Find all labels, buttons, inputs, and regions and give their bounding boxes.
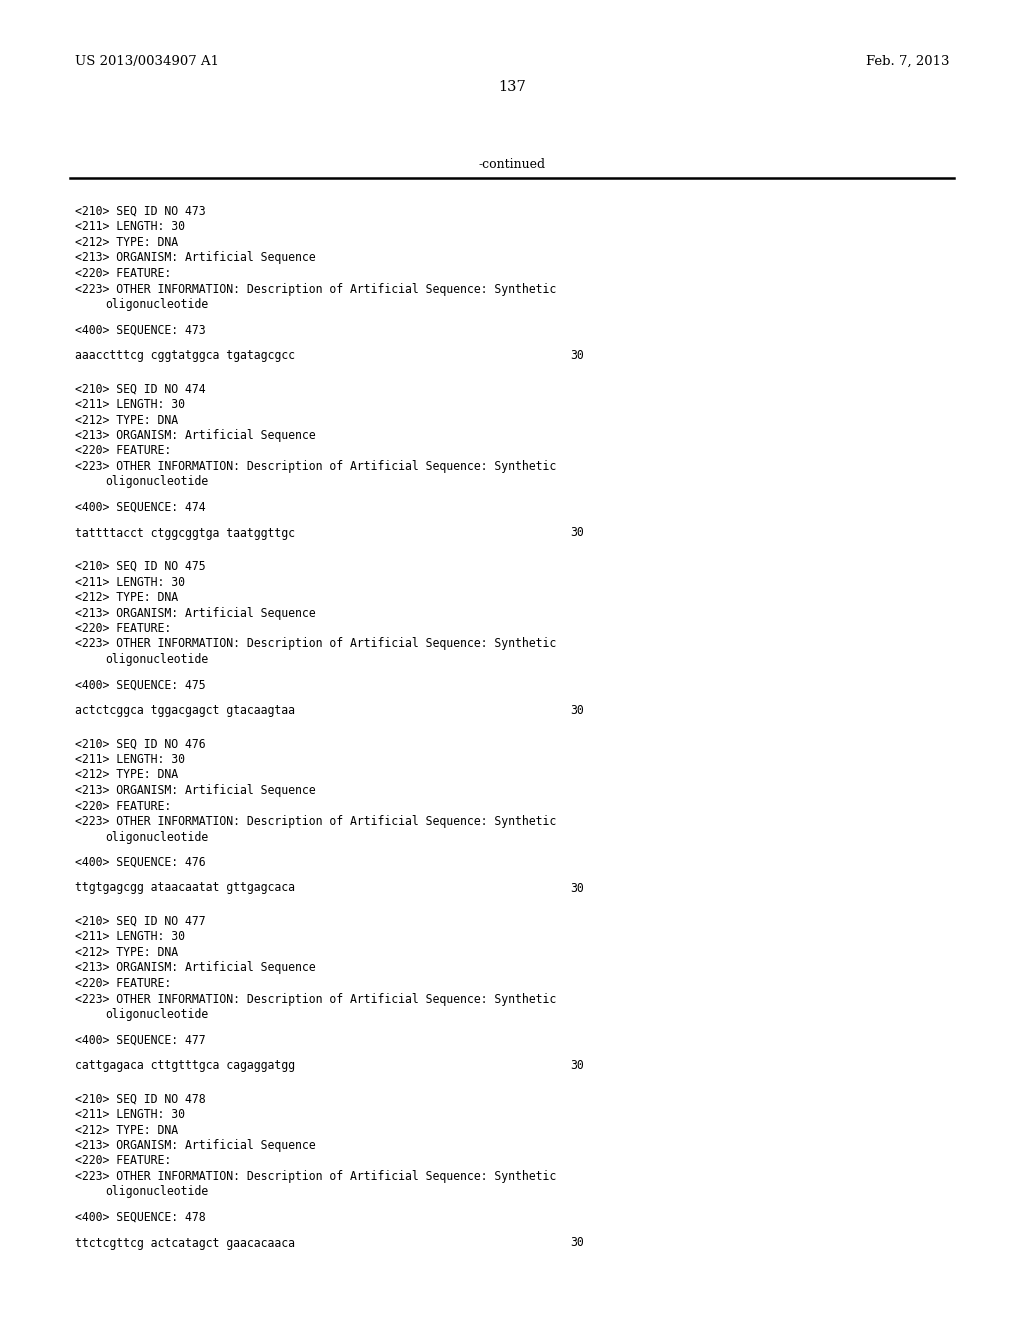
Text: tattttacct ctggcggtga taatggttgc: tattttacct ctggcggtga taatggttgc	[75, 527, 295, 540]
Text: <223> OTHER INFORMATION: Description of Artificial Sequence: Synthetic: <223> OTHER INFORMATION: Description of …	[75, 1170, 556, 1183]
Text: Feb. 7, 2013: Feb. 7, 2013	[865, 55, 949, 69]
Text: oligonucleotide: oligonucleotide	[105, 1185, 208, 1199]
Text: <223> OTHER INFORMATION: Description of Artificial Sequence: Synthetic: <223> OTHER INFORMATION: Description of …	[75, 459, 556, 473]
Text: <211> LENGTH: 30: <211> LENGTH: 30	[75, 220, 185, 234]
Text: <223> OTHER INFORMATION: Description of Artificial Sequence: Synthetic: <223> OTHER INFORMATION: Description of …	[75, 638, 556, 651]
Text: <210> SEQ ID NO 478: <210> SEQ ID NO 478	[75, 1093, 206, 1106]
Text: 30: 30	[570, 882, 584, 895]
Text: ttctcgttcg actcatagct gaacacaaca: ttctcgttcg actcatagct gaacacaaca	[75, 1237, 295, 1250]
Text: <213> ORGANISM: Artificial Sequence: <213> ORGANISM: Artificial Sequence	[75, 961, 315, 974]
Text: <211> LENGTH: 30: <211> LENGTH: 30	[75, 399, 185, 411]
Text: ttgtgagcgg ataacaatat gttgagcaca: ttgtgagcgg ataacaatat gttgagcaca	[75, 882, 295, 895]
Text: <220> FEATURE:: <220> FEATURE:	[75, 445, 171, 458]
Text: cattgagaca cttgtttgca cagaggatgg: cattgagaca cttgtttgca cagaggatgg	[75, 1059, 295, 1072]
Text: 30: 30	[570, 348, 584, 362]
Text: <400> SEQUENCE: 478: <400> SEQUENCE: 478	[75, 1210, 206, 1224]
Text: <223> OTHER INFORMATION: Description of Artificial Sequence: Synthetic: <223> OTHER INFORMATION: Description of …	[75, 814, 556, 828]
Text: <213> ORGANISM: Artificial Sequence: <213> ORGANISM: Artificial Sequence	[75, 429, 315, 442]
Text: <210> SEQ ID NO 477: <210> SEQ ID NO 477	[75, 915, 206, 928]
Text: <210> SEQ ID NO 476: <210> SEQ ID NO 476	[75, 738, 206, 751]
Text: <212> TYPE: DNA: <212> TYPE: DNA	[75, 946, 178, 960]
Text: -continued: -continued	[478, 158, 546, 172]
Text: oligonucleotide: oligonucleotide	[105, 1008, 208, 1020]
Text: <210> SEQ ID NO 474: <210> SEQ ID NO 474	[75, 383, 206, 396]
Text: <223> OTHER INFORMATION: Description of Artificial Sequence: Synthetic: <223> OTHER INFORMATION: Description of …	[75, 993, 556, 1006]
Text: <223> OTHER INFORMATION: Description of Artificial Sequence: Synthetic: <223> OTHER INFORMATION: Description of …	[75, 282, 556, 296]
Text: US 2013/0034907 A1: US 2013/0034907 A1	[75, 55, 219, 69]
Text: <400> SEQUENCE: 476: <400> SEQUENCE: 476	[75, 855, 206, 869]
Text: 137: 137	[498, 81, 526, 94]
Text: <213> ORGANISM: Artificial Sequence: <213> ORGANISM: Artificial Sequence	[75, 784, 315, 797]
Text: <211> LENGTH: 30: <211> LENGTH: 30	[75, 931, 185, 944]
Text: <400> SEQUENCE: 474: <400> SEQUENCE: 474	[75, 502, 206, 513]
Text: <210> SEQ ID NO 473: <210> SEQ ID NO 473	[75, 205, 206, 218]
Text: <220> FEATURE:: <220> FEATURE:	[75, 1155, 171, 1167]
Text: <213> ORGANISM: Artificial Sequence: <213> ORGANISM: Artificial Sequence	[75, 252, 315, 264]
Text: <400> SEQUENCE: 477: <400> SEQUENCE: 477	[75, 1034, 206, 1047]
Text: <212> TYPE: DNA: <212> TYPE: DNA	[75, 591, 178, 605]
Text: <212> TYPE: DNA: <212> TYPE: DNA	[75, 768, 178, 781]
Text: <212> TYPE: DNA: <212> TYPE: DNA	[75, 236, 178, 249]
Text: <220> FEATURE:: <220> FEATURE:	[75, 267, 171, 280]
Text: oligonucleotide: oligonucleotide	[105, 475, 208, 488]
Text: <212> TYPE: DNA: <212> TYPE: DNA	[75, 413, 178, 426]
Text: <211> LENGTH: 30: <211> LENGTH: 30	[75, 1107, 185, 1121]
Text: oligonucleotide: oligonucleotide	[105, 653, 208, 667]
Text: <220> FEATURE:: <220> FEATURE:	[75, 622, 171, 635]
Text: 30: 30	[570, 527, 584, 540]
Text: <212> TYPE: DNA: <212> TYPE: DNA	[75, 1123, 178, 1137]
Text: <211> LENGTH: 30: <211> LENGTH: 30	[75, 576, 185, 589]
Text: oligonucleotide: oligonucleotide	[105, 830, 208, 843]
Text: <400> SEQUENCE: 473: <400> SEQUENCE: 473	[75, 323, 206, 337]
Text: <211> LENGTH: 30: <211> LENGTH: 30	[75, 752, 185, 766]
Text: <213> ORGANISM: Artificial Sequence: <213> ORGANISM: Artificial Sequence	[75, 1139, 315, 1152]
Text: 30: 30	[570, 1059, 584, 1072]
Text: <210> SEQ ID NO 475: <210> SEQ ID NO 475	[75, 560, 206, 573]
Text: 30: 30	[570, 1237, 584, 1250]
Text: <220> FEATURE:: <220> FEATURE:	[75, 800, 171, 813]
Text: aaacctttcg cggtatggca tgatagcgcc: aaacctttcg cggtatggca tgatagcgcc	[75, 348, 295, 362]
Text: 30: 30	[570, 704, 584, 717]
Text: actctcggca tggacgagct gtacaagtaa: actctcggca tggacgagct gtacaagtaa	[75, 704, 295, 717]
Text: <220> FEATURE:: <220> FEATURE:	[75, 977, 171, 990]
Text: oligonucleotide: oligonucleotide	[105, 298, 208, 312]
Text: <400> SEQUENCE: 475: <400> SEQUENCE: 475	[75, 678, 206, 692]
Text: <213> ORGANISM: Artificial Sequence: <213> ORGANISM: Artificial Sequence	[75, 606, 315, 619]
